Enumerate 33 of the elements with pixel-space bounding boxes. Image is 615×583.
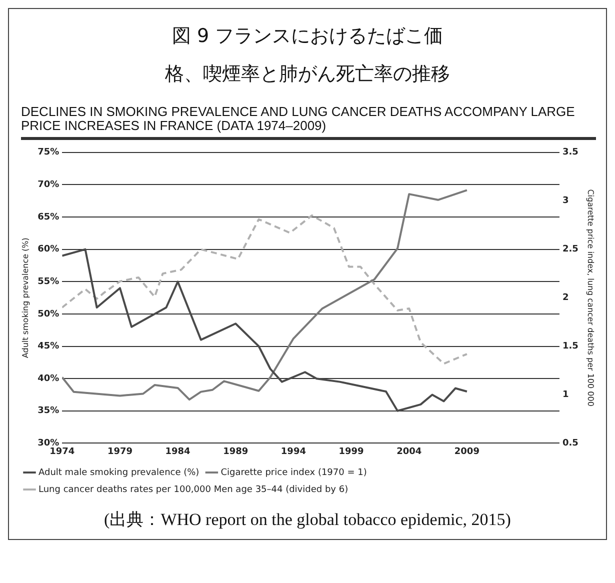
legend-label: Adult male smoking prevalence (%) xyxy=(38,468,200,478)
line-series xyxy=(62,214,468,365)
y2-tick-label: 1 xyxy=(562,390,569,400)
y-tick-label: 45% xyxy=(38,342,60,352)
x-tick-label: 1999 xyxy=(338,446,364,457)
x-tick-label: 1984 xyxy=(165,446,190,457)
y-tick-label: 60% xyxy=(38,244,60,255)
y2-axis-title: Cigarette price index, lung cancer deaths per 100 000 xyxy=(586,189,596,406)
y2-tick-label: 2 xyxy=(562,293,569,304)
text: (出典：WHO report on the global tobacco epidemic, 2015) xyxy=(103,509,512,531)
x-tick-label: 2004 xyxy=(396,446,422,457)
y-tick-label: 55% xyxy=(38,276,60,287)
x-tick-label: 1974 xyxy=(50,446,75,457)
x-tick-label: 1979 xyxy=(107,446,132,457)
chart-subtitle: DECLINES IN SMOKING PREVALENCE AND LUNG CANCER DEATHS ACCOMPANY LARGE PRICE INCREASES IN FRANCE (DATA 1974–2009) xyxy=(21,104,596,140)
y-tick-label: 70% xyxy=(38,180,60,190)
y-axis-title: Adult smoking prevalence (%) xyxy=(20,238,30,358)
y-tick-label: 50% xyxy=(38,309,60,320)
y2-tick-label: 0.5 xyxy=(562,438,578,449)
legend-label: Cigarette price index (1970 = 1) xyxy=(220,468,367,478)
chart-title: 図 9 フランスにおけるたばこ価格、喫煙率と肺がん死亡率の推移 xyxy=(164,24,451,87)
y-tick-label: 35% xyxy=(38,406,60,416)
y-tick-label: 75% xyxy=(38,148,60,158)
y-tick-label: 40% xyxy=(38,374,60,384)
x-tick-label: 2009 xyxy=(454,446,480,457)
y2-tick-label: 3.5 xyxy=(562,148,578,158)
x-tick-label: 1989 xyxy=(223,446,248,457)
legend-label: Lung cancer deaths rates per 100,000 Men age 35–44 (divided by 6) xyxy=(38,484,348,495)
y2-tick-label: 2.5 xyxy=(562,244,578,255)
y-tick-label: 65% xyxy=(38,212,60,222)
y2-tick-label: 3 xyxy=(562,196,569,206)
y2-tick-label: 1.5 xyxy=(562,342,578,352)
x-tick-label: 1994 xyxy=(280,446,306,457)
